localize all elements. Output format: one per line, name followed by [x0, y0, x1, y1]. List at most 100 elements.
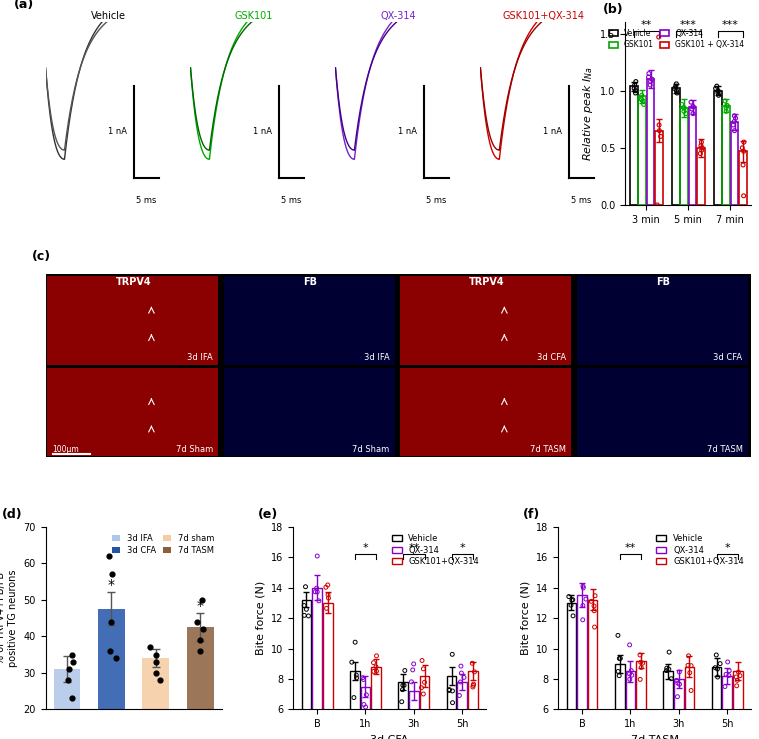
Point — [397, 679, 409, 691]
Bar — [143, 658, 169, 739]
Point — [349, 636, 361, 648]
Point — [311, 586, 323, 598]
Point — [322, 579, 334, 591]
Point — [154, 674, 166, 686]
Point — [360, 701, 372, 713]
Point — [721, 100, 733, 112]
Bar — [400, 367, 572, 456]
Point — [302, 610, 314, 621]
Point — [418, 676, 430, 688]
Point — [624, 639, 636, 651]
Y-axis label: Bite force (N): Bite force (N) — [255, 581, 265, 655]
Point — [191, 616, 203, 627]
Bar — [663, 671, 673, 739]
Text: 7d TASM: 7d TASM — [530, 445, 566, 454]
Point — [612, 666, 624, 678]
Point — [577, 580, 589, 592]
Point — [644, 79, 657, 91]
Point — [710, 649, 723, 661]
Bar — [187, 627, 213, 739]
Text: FB: FB — [657, 277, 670, 287]
Bar — [689, 106, 696, 205]
Point — [351, 672, 363, 684]
Text: 5 ms: 5 ms — [281, 196, 301, 205]
Point — [367, 657, 380, 669]
Point — [673, 678, 685, 690]
Bar — [577, 367, 748, 456]
Legend: Vehicle, QX-314, GSK101+QX-314: Vehicle, QX-314, GSK101+QX-314 — [388, 531, 482, 570]
Bar — [47, 367, 219, 456]
Text: 100μm: 100μm — [52, 445, 80, 454]
Bar — [630, 86, 638, 205]
Point — [357, 698, 370, 710]
Point — [723, 670, 735, 681]
Point — [713, 89, 725, 101]
Text: 5 ms: 5 ms — [571, 196, 591, 205]
Point — [672, 691, 684, 703]
Point — [670, 85, 682, 97]
Text: 3d CFA: 3d CFA — [713, 353, 742, 362]
Point — [729, 112, 742, 124]
Point — [309, 586, 321, 598]
Point — [67, 656, 79, 668]
Point — [567, 594, 579, 606]
Point — [357, 672, 369, 684]
Point — [398, 664, 411, 676]
Bar — [224, 276, 395, 365]
Point — [367, 666, 380, 678]
Point — [629, 87, 641, 99]
Point — [320, 582, 332, 593]
Point — [651, 199, 663, 211]
Point — [665, 672, 677, 684]
Point — [628, 83, 640, 95]
Point — [194, 634, 206, 646]
Bar — [714, 91, 722, 205]
Bar — [674, 679, 684, 739]
X-axis label: 3d CFA: 3d CFA — [370, 735, 409, 739]
Point — [710, 83, 722, 95]
Bar — [447, 676, 456, 739]
Point — [446, 685, 458, 697]
Point — [395, 696, 408, 708]
Bar — [655, 131, 663, 205]
Text: **: ** — [641, 20, 652, 30]
Text: 7d Sham: 7d Sham — [352, 445, 389, 454]
X-axis label: 7d TASM: 7d TASM — [631, 735, 679, 739]
Point — [672, 677, 684, 689]
Point — [565, 599, 577, 611]
Bar — [98, 609, 124, 739]
Point — [580, 593, 592, 605]
Point — [613, 670, 625, 681]
Y-axis label: Bite force (N): Bite force (N) — [520, 581, 530, 655]
Text: 1 nA: 1 nA — [543, 127, 562, 136]
Point — [443, 684, 455, 695]
Point — [624, 673, 636, 685]
Point — [695, 136, 707, 148]
Point — [710, 81, 723, 92]
Legend: Vehicle, QX-314, GSK101+QX-314: Vehicle, QX-314, GSK101+QX-314 — [653, 531, 748, 570]
Point — [731, 675, 743, 687]
Point — [320, 602, 332, 614]
Point — [676, 98, 688, 110]
Point — [660, 662, 672, 674]
Point — [416, 655, 428, 667]
Point — [635, 93, 647, 105]
Point — [670, 78, 682, 89]
Point — [630, 75, 642, 87]
Point — [196, 594, 208, 606]
Text: *: * — [459, 543, 465, 554]
Point — [687, 101, 699, 112]
Point — [719, 681, 731, 692]
Point — [738, 136, 750, 148]
Point — [417, 688, 430, 700]
Point — [66, 649, 78, 661]
Point — [346, 656, 358, 668]
Text: 3d IFA: 3d IFA — [187, 353, 213, 362]
Point — [577, 599, 589, 611]
Point — [684, 667, 696, 678]
Point — [150, 656, 162, 668]
Point — [458, 672, 470, 684]
Point — [653, 119, 665, 131]
Point — [65, 692, 77, 704]
Point — [663, 664, 675, 675]
